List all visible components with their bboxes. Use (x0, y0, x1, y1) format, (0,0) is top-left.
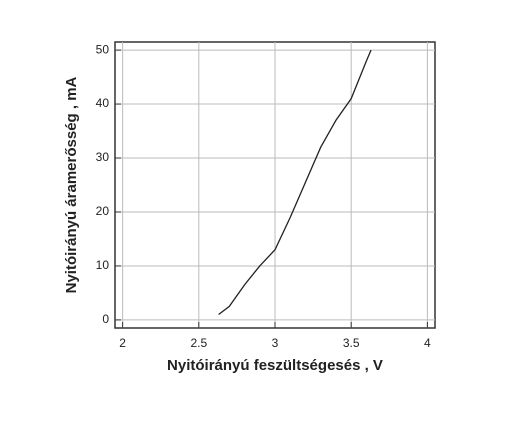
data-line (218, 49, 372, 316)
x-tick-label: 2.5 (190, 336, 207, 350)
y-tick-label: 40 (96, 96, 110, 110)
x-tick-label: 3.5 (343, 336, 360, 350)
x-tick-label: 2 (119, 336, 126, 350)
x-tick-label: 3 (272, 336, 279, 350)
y-tick-label: 10 (96, 258, 110, 272)
x-tick-label: 4 (424, 336, 431, 350)
y-tick-label: 20 (96, 204, 110, 218)
y-tick-label: 0 (102, 312, 109, 326)
y-tick-label: 30 (96, 150, 110, 164)
x-axis-label: Nyitóirányú feszültségesés , V (167, 357, 383, 374)
y-axis-label: Nyitóirányú áramerősség , mA (63, 76, 80, 293)
y-tick-label: 50 (96, 42, 110, 56)
